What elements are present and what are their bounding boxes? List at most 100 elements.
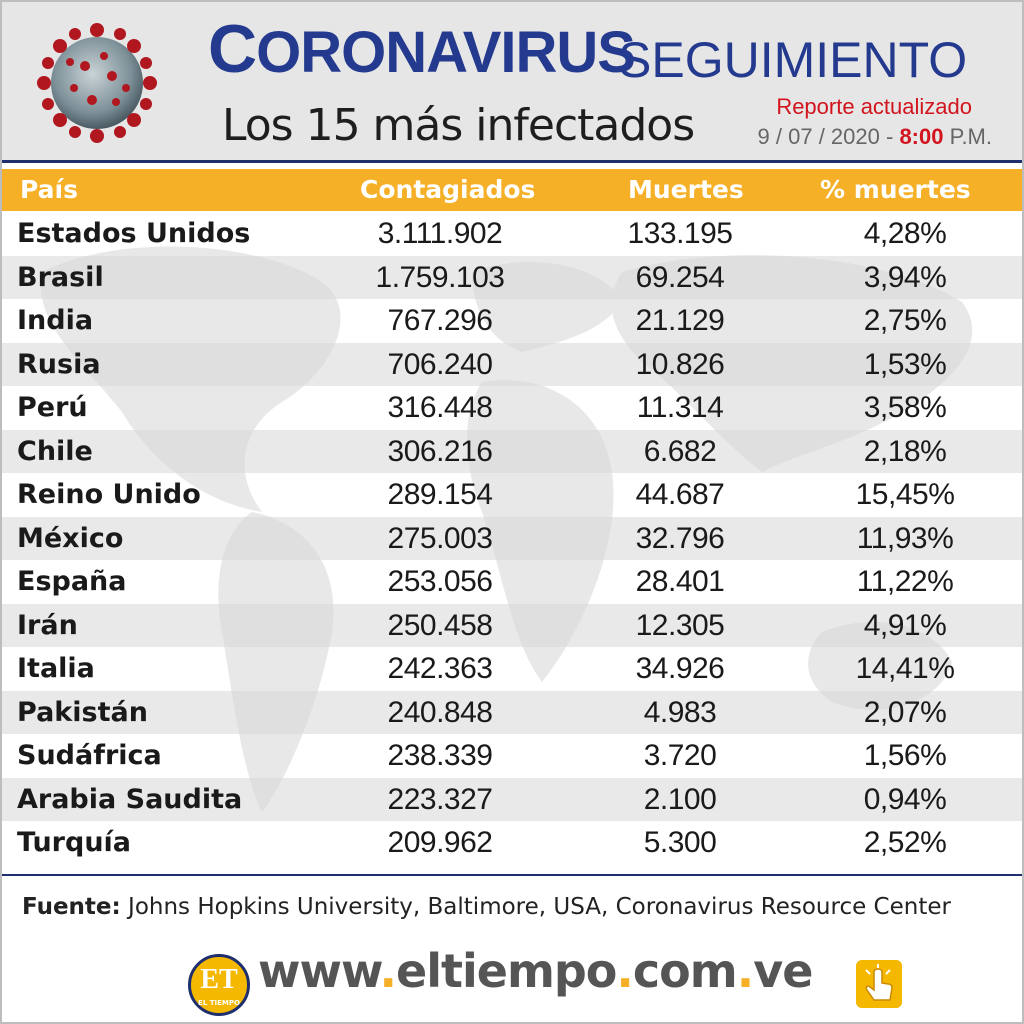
- cases-cell: 275.003: [387, 521, 493, 555]
- country-cell: Turquía: [17, 827, 132, 858]
- deaths-cell: 21.129: [635, 304, 725, 337]
- cases-cell: 1.759.103: [375, 260, 505, 294]
- deaths-cell: 2.100: [643, 782, 717, 816]
- deaths-cell: 5.300: [643, 826, 717, 859]
- pct-cell: 0,94%: [863, 782, 947, 816]
- url-dot: .: [736, 944, 755, 998]
- table-row: Irán 250.458 12.305 4,91%: [2, 603, 1022, 647]
- cases-cell: 316.448: [387, 391, 493, 424]
- pct-cell: 2,07%: [863, 695, 947, 729]
- url-part: com: [632, 944, 738, 998]
- report-time: 8:00: [899, 124, 944, 149]
- table-row: Italia 242.363 34.926 14,41%: [2, 647, 1022, 691]
- deaths-cell: 133.195: [627, 217, 733, 250]
- deaths-cell: 44.687: [635, 478, 725, 511]
- country-cell: Arabia Saudita: [17, 783, 243, 815]
- coronavirus-icon: [37, 23, 157, 143]
- table-row: Brasil 1.759.103 69.254 3,94%: [2, 255, 1022, 299]
- cases-cell: 253.056: [387, 565, 493, 598]
- source-line: Fuente: Johns Hopkins University, Baltim…: [22, 894, 951, 920]
- table-row: Pakistán 240.848 4.983 2,07%: [2, 690, 1022, 734]
- url-part: ve: [753, 944, 813, 998]
- source-text: Johns Hopkins University, Baltimore, USA…: [120, 894, 951, 920]
- cases-cell: 706.240: [387, 347, 493, 381]
- table-row: Perú 316.448 11.314 3,58%: [2, 386, 1022, 430]
- country-cell: Sudáfrica: [17, 740, 162, 771]
- report-date: 9 / 07 / 2020 - 8:00 P.M.: [758, 124, 992, 150]
- column-header-cases: Contagiados: [360, 175, 536, 204]
- pct-cell: 4,28%: [863, 217, 947, 250]
- title-rest: ORONAVIRUS: [256, 20, 636, 85]
- table-row: Reino Unido 289.154 44.687 15,45%: [2, 473, 1022, 517]
- table-row: España 253.056 28.401 11,22%: [2, 560, 1022, 604]
- cases-cell: 250.458: [387, 608, 493, 642]
- table-header: País Contagiados Muertes % muertes: [2, 169, 1022, 211]
- table-row: México 275.003 32.796 11,93%: [2, 516, 1022, 560]
- el-tiempo-logo[interactable]: ET EL TIEMPO: [188, 954, 250, 1016]
- country-cell: Irán: [17, 609, 78, 641]
- deaths-cell: 10.826: [635, 347, 725, 381]
- table-row: Sudáfrica 238.339 3.720 1,56%: [2, 734, 1022, 778]
- url-dot: .: [379, 944, 398, 998]
- column-header-deaths: Muertes: [628, 175, 744, 204]
- pct-cell: 11,93%: [856, 521, 954, 555]
- deaths-cell: 28.401: [635, 565, 725, 598]
- header-divider: [2, 160, 1022, 163]
- country-cell: Estados Unidos: [17, 218, 251, 249]
- header: CORONAVIRUS SEGUIMIENTO Los 15 más infec…: [2, 2, 1022, 163]
- column-header-pct: % muertes: [820, 175, 971, 204]
- title-initial: C: [208, 11, 257, 87]
- logo-text: ET: [200, 964, 238, 995]
- table-row: India 767.296 21.129 2,75%: [2, 299, 1022, 343]
- deaths-cell: 11.314: [636, 391, 724, 424]
- cases-cell: 306.216: [387, 434, 493, 468]
- cases-cell: 240.848: [387, 695, 493, 729]
- deaths-cell: 4.983: [643, 695, 717, 729]
- deaths-cell: 3.720: [643, 739, 717, 772]
- cases-cell: 3.111.902: [377, 217, 503, 250]
- title-coronavirus: CORONAVIRUS: [208, 15, 636, 86]
- column-header-country: País: [20, 175, 78, 204]
- pct-cell: 1,56%: [863, 739, 947, 772]
- footer-divider: [2, 874, 1022, 876]
- report-date-value: 9 / 07 / 2020 -: [757, 124, 894, 149]
- url-dot: .: [616, 944, 634, 998]
- pct-cell: 3,94%: [863, 260, 947, 294]
- country-cell: Chile: [17, 435, 93, 467]
- table-row: Chile 306.216 6.682 2,18%: [2, 429, 1022, 473]
- website-url[interactable]: www.eltiempo.com.ve: [258, 944, 813, 998]
- table-row: Estados Unidos 3.111.902 133.195 4,28%: [2, 212, 1022, 256]
- table-row: Rusia 706.240 10.826 1,53%: [2, 342, 1022, 386]
- pct-cell: 1,53%: [863, 347, 947, 381]
- table-body: Estados Unidos 3.111.902 133.195 4,28% Brasi…: [2, 212, 1022, 865]
- report-label: Reporte actualizado: [776, 94, 972, 119]
- url-part: eltiempo: [396, 944, 617, 998]
- deaths-cell: 34.926: [635, 652, 725, 685]
- click-hand-icon: [856, 960, 902, 1008]
- country-cell: Reino Unido: [17, 479, 201, 510]
- pct-cell: 2,75%: [863, 304, 947, 337]
- cases-cell: 223.327: [387, 782, 493, 816]
- country-cell: Perú: [17, 392, 88, 423]
- cases-cell: 209.962: [387, 826, 493, 859]
- deaths-cell: 12.305: [635, 608, 725, 642]
- subtitle: Los 15 más infectados: [222, 100, 695, 151]
- pct-cell: 4,91%: [863, 608, 947, 642]
- country-cell: España: [17, 566, 127, 597]
- country-cell: Italia: [17, 653, 95, 684]
- logo-small-text: EL TIEMPO: [198, 999, 240, 1007]
- pct-cell: 11,22%: [856, 565, 954, 598]
- deaths-cell: 32.796: [635, 521, 725, 555]
- cases-cell: 242.363: [387, 652, 493, 685]
- pct-cell: 3,58%: [863, 391, 947, 424]
- pct-cell: 15,45%: [855, 478, 955, 511]
- report-ampm: P.M.: [949, 124, 992, 149]
- country-cell: México: [17, 522, 124, 554]
- cases-cell: 289.154: [387, 478, 493, 511]
- country-cell: India: [17, 305, 94, 336]
- table-row: Turquía 209.962 5.300 2,52%: [2, 821, 1022, 865]
- cases-cell: 238.339: [387, 739, 493, 772]
- pct-cell: 2,52%: [863, 826, 947, 859]
- deaths-cell: 69.254: [635, 260, 725, 294]
